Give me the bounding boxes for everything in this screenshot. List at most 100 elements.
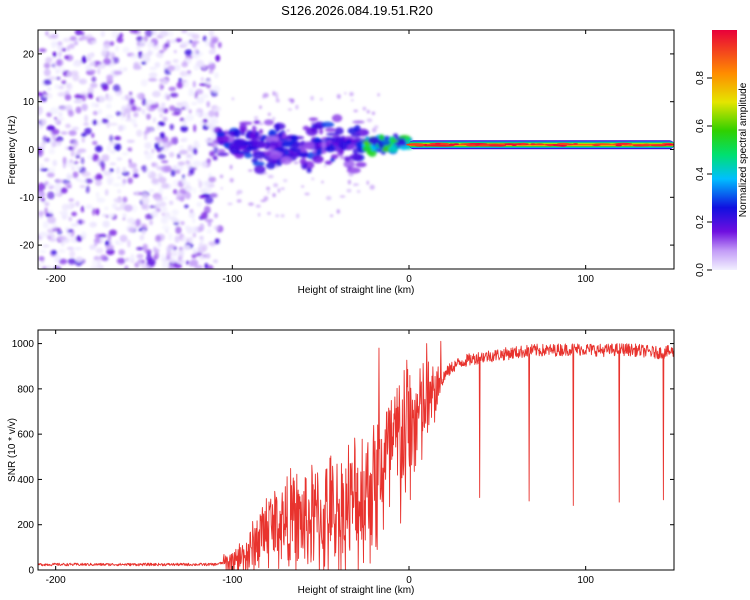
noise-blob: [124, 265, 129, 269]
noise-blob: [43, 62, 51, 69]
noise-blob: [211, 118, 219, 125]
noise-blob: [169, 92, 179, 98]
noise-blob: [180, 125, 189, 133]
noise-blob: [153, 255, 157, 261]
noise-blob: [179, 79, 187, 83]
noise-blob: [143, 35, 149, 43]
noise-blob: [65, 226, 69, 232]
signal-blob: [312, 138, 323, 144]
noise-blob: [122, 213, 127, 218]
noise-blob: [46, 137, 51, 143]
noise-blob: [54, 116, 58, 120]
noise-blob: [48, 209, 53, 215]
scatter-blob: [353, 183, 356, 187]
signal-blob: [218, 128, 223, 134]
band-peak: [530, 143, 536, 146]
noise-blob: [46, 87, 52, 91]
signal-blob: [303, 141, 315, 150]
noise-blob: [150, 103, 159, 109]
noise-blob: [169, 123, 174, 131]
noise-blob: [121, 171, 130, 177]
scatter-blob: [272, 91, 276, 96]
noise-blob: [170, 169, 176, 177]
noise-blob: [214, 106, 222, 112]
noise-blob: [122, 178, 127, 184]
scatter-blob: [356, 190, 361, 193]
noise-blob: [92, 140, 98, 146]
noise-blob: [58, 111, 63, 118]
noise-blob: [99, 160, 106, 168]
scatter-blob: [350, 99, 354, 102]
scatter-blob: [310, 95, 314, 101]
noise-blob: [44, 157, 50, 162]
noise-blob: [132, 167, 139, 174]
noise-blob: [72, 126, 79, 131]
signal-blob: [316, 149, 323, 156]
noise-blob: [141, 109, 146, 115]
signal-blob: [290, 135, 299, 143]
x-tick-label: -100: [222, 274, 242, 285]
noise-blob: [70, 70, 79, 76]
noise-blob: [205, 253, 211, 259]
scatter-blob: [273, 183, 279, 188]
noise-blob: [38, 182, 46, 191]
noise-blob: [122, 46, 130, 54]
y-tick-label: 800: [17, 384, 34, 395]
noise-blob: [192, 248, 197, 253]
noise-blob: [105, 244, 115, 250]
signal-blob: [395, 142, 408, 146]
noise-blob: [95, 247, 104, 254]
noise-blob: [52, 51, 57, 58]
noise-blob: [95, 208, 100, 216]
noise-blob: [105, 114, 114, 119]
noise-blob: [192, 160, 202, 167]
noise-blob: [138, 39, 146, 48]
scatter-blob: [276, 95, 279, 100]
noise-blob: [173, 49, 177, 54]
noise-blob: [214, 72, 219, 79]
noise-blob: [96, 197, 106, 203]
noise-blob: [199, 235, 204, 240]
scatter-blob: [248, 169, 253, 172]
signal-blob: [239, 121, 252, 126]
noise-blob: [187, 144, 193, 152]
noise-blob: [206, 83, 211, 89]
noise-blob: [174, 164, 184, 172]
noise-blob: [192, 80, 196, 88]
noise-blob: [105, 94, 113, 103]
noise-blob: [151, 178, 159, 185]
snr-content: [38, 340, 674, 570]
noise-blob: [199, 223, 205, 232]
noise-blob: [148, 188, 155, 193]
signal-blob: [265, 135, 279, 143]
noise-blob: [167, 233, 173, 241]
band-peak: [591, 144, 602, 147]
noise-blob: [99, 237, 104, 244]
noise-blob: [163, 211, 171, 218]
noise-blob: [89, 62, 96, 67]
noise-blob: [84, 178, 93, 184]
noise-blob: [141, 61, 147, 65]
noise-blob: [98, 95, 105, 103]
noise-blob: [185, 160, 190, 165]
noise-blob: [168, 86, 177, 92]
noise-blob: [108, 141, 117, 146]
noise-blob: [61, 80, 67, 85]
noise-blob: [64, 94, 72, 101]
spectrogram-y-ticks: -20 -10 0 10 20: [20, 49, 674, 252]
spectrogram-blobs: [38, 30, 413, 269]
snr-x-label: Height of straight line (km): [298, 585, 415, 596]
scatter-blob: [353, 109, 358, 113]
noise-blob: [43, 94, 47, 98]
y-tick-label: 0: [28, 566, 34, 577]
noise-blob: [135, 218, 141, 227]
noise-blob: [196, 96, 205, 104]
noise-blob: [188, 211, 196, 219]
noise-blob: [45, 57, 53, 64]
snr-x-ticks: -200 -100 0 100: [46, 330, 594, 586]
signal-blob: [319, 128, 324, 135]
noise-blob: [75, 200, 80, 207]
scatter-blob: [339, 195, 346, 198]
noise-blob: [95, 145, 103, 153]
scatter-blob: [220, 187, 223, 190]
